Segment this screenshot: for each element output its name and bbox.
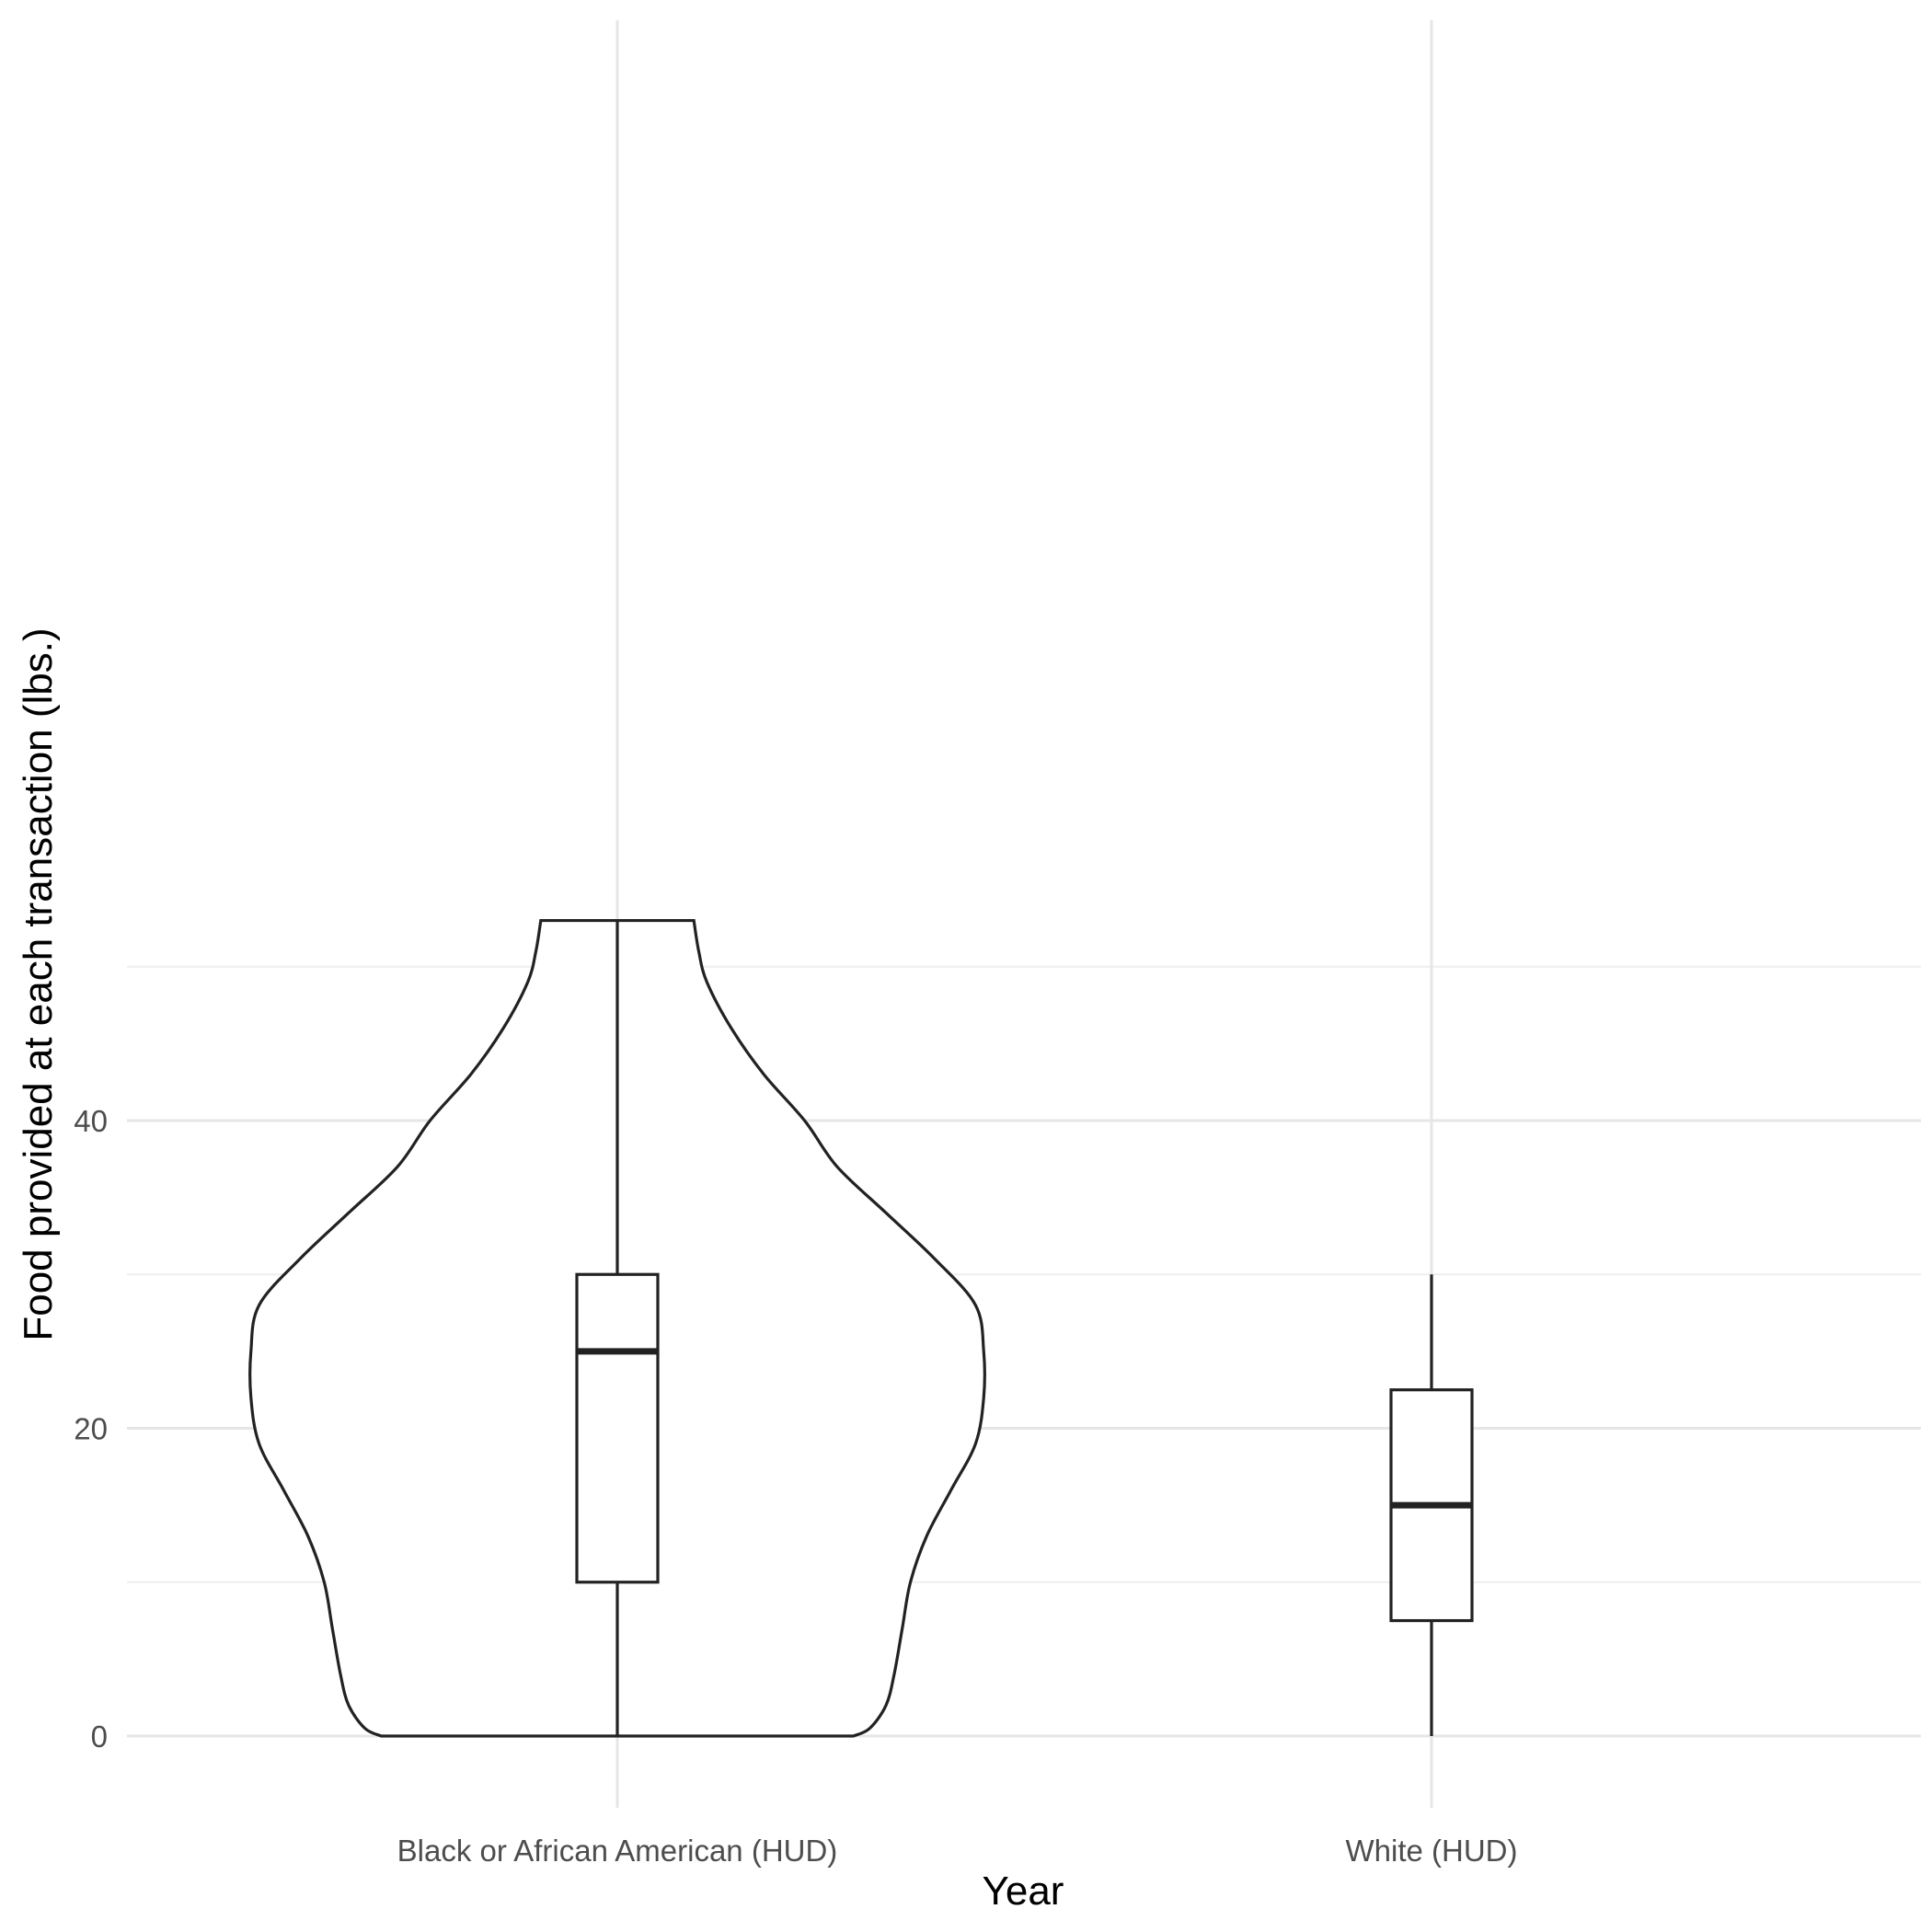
y-tick-labels: 0 20 40 (74, 1104, 108, 1754)
y-tick-label: 40 (74, 1104, 108, 1138)
x-tick-label: White (HUD) (1346, 1834, 1518, 1868)
box-iqr (575, 1272, 660, 1584)
x-axis-title: Year (983, 1869, 1064, 1914)
x-tick-label: Black or African American (HUD) (397, 1834, 838, 1868)
x-tick-labels: Black or African American (HUD) White (HU… (397, 1834, 1518, 1868)
y-tick-label: 20 (74, 1412, 108, 1446)
y-tick-label: 0 (91, 1719, 108, 1754)
y-axis-title: Food provided at each transaction (lbs.) (16, 627, 61, 1340)
chart-marks (248, 918, 1474, 1738)
